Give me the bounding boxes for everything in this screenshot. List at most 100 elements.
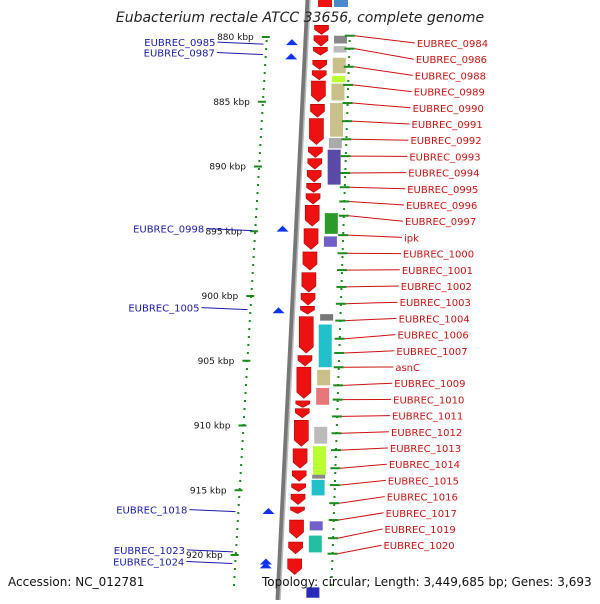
axis-dot	[256, 192, 258, 194]
strand-dot	[332, 544, 334, 546]
gene-leader-right	[341, 448, 388, 450]
axis-dot	[252, 264, 254, 266]
gene-leader-right	[353, 85, 412, 92]
gene-label-right: EUBREC_1000	[403, 250, 474, 261]
strand-dot	[341, 264, 343, 266]
strand-dot	[348, 64, 350, 66]
axis-dot	[266, 40, 268, 42]
axis-dot	[256, 200, 258, 202]
strand-dot	[333, 496, 335, 498]
strand-dot	[339, 344, 341, 346]
axis-dot	[260, 128, 262, 130]
axis-dot	[233, 584, 235, 586]
axis-dot	[254, 232, 256, 234]
strand-dot	[337, 376, 339, 378]
strand-dot	[337, 392, 339, 394]
gene-arrow	[297, 367, 311, 398]
topology-label: Topology: circular; Length: 3,449,685 bp…	[262, 575, 592, 589]
strand-dot	[347, 104, 349, 106]
gene-label-right: EUBREC_0993	[409, 152, 480, 163]
axis-dot	[264, 64, 266, 66]
strand-dot	[344, 176, 346, 178]
domain-block	[333, 58, 346, 74]
axis-dot	[233, 576, 235, 578]
gene-leader-left	[202, 308, 248, 310]
strand-marker	[277, 226, 289, 232]
strand-dot	[335, 456, 337, 458]
gene-label-right: EUBREC_0996	[406, 201, 477, 212]
strand-dot	[340, 312, 342, 314]
gene-leader-left	[217, 53, 263, 55]
gene-leader-right	[338, 529, 382, 538]
gene-label-right: EUBREC_0988	[415, 71, 486, 82]
axis-dot	[249, 320, 251, 322]
gene-leader-right	[339, 513, 384, 520]
axis-dot	[244, 408, 246, 410]
strand-dot	[338, 360, 340, 362]
gene-label-right: EUBREC_0984	[417, 39, 488, 50]
strand-dot	[342, 232, 344, 234]
gene-leader-right	[346, 302, 398, 304]
gene-arrow	[302, 273, 316, 292]
strand-dot	[346, 128, 348, 130]
axis-dot	[247, 352, 249, 354]
gene-label-right: EUBREC_0992	[410, 136, 481, 147]
axis-dot	[237, 520, 239, 522]
gene-leader-right	[354, 67, 413, 76]
top-gene-block	[318, 0, 332, 7]
gene-leader-right	[353, 103, 411, 108]
gene-label-right: ipk	[404, 233, 419, 244]
gene-arrow	[292, 471, 306, 481]
gene-arrow	[310, 104, 324, 117]
strand-dot	[344, 192, 346, 194]
gene-label-right: EUBREC_0986	[416, 55, 487, 66]
gene-arrow	[291, 494, 305, 504]
gene-arrow	[299, 317, 313, 353]
strand-dot	[345, 136, 347, 138]
axis-tick-label: 885 kbp	[213, 98, 250, 108]
domain-block	[330, 103, 343, 137]
gene-arrow	[312, 71, 326, 80]
strand-marker	[272, 307, 284, 313]
gene-label-right: EUBREC_0997	[405, 217, 476, 228]
gene-leader-right	[340, 480, 386, 485]
gene-arrow	[305, 205, 319, 226]
strand-dot	[342, 248, 344, 250]
strand-dot	[342, 240, 344, 242]
gene-arrow	[303, 252, 317, 270]
axis-tick-label: 915 kbp	[190, 486, 227, 496]
strand-dot	[340, 296, 342, 298]
gene-label-right: EUBREC_0991	[412, 120, 483, 131]
gene-arrow	[295, 409, 309, 418]
axis-dot	[251, 288, 253, 290]
gene-arrow	[315, 25, 329, 34]
domain-block	[328, 150, 341, 185]
gene-label-right: EUBREC_0989	[414, 88, 485, 99]
axis-dot	[256, 208, 258, 210]
domain-block	[310, 521, 323, 530]
gene-label-right: EUBREC_0990	[413, 104, 484, 115]
strand-marker	[285, 53, 297, 59]
axis-dot	[248, 328, 250, 330]
strand-dot	[334, 472, 336, 474]
strand-dot	[331, 568, 333, 570]
gene-leader-right	[345, 335, 396, 339]
gene-label-right: EUBREC_1007	[396, 347, 467, 358]
domain-block	[312, 480, 325, 496]
axis-dot	[252, 272, 254, 274]
gene-label-left: EUBREC_0987	[144, 49, 215, 60]
strand-dot	[341, 256, 343, 258]
gene-leader-left	[189, 510, 235, 512]
axis-dot	[234, 560, 236, 562]
gene-arrow	[306, 194, 320, 204]
axis-dot	[253, 256, 255, 258]
strand-dot	[338, 368, 340, 370]
gene-leader-left	[186, 561, 232, 563]
gene-leader-right	[340, 464, 386, 468]
axis-dot	[236, 536, 238, 538]
axis-dot	[240, 464, 242, 466]
gene-leader-right	[350, 187, 405, 189]
gene-arrow	[308, 147, 322, 157]
